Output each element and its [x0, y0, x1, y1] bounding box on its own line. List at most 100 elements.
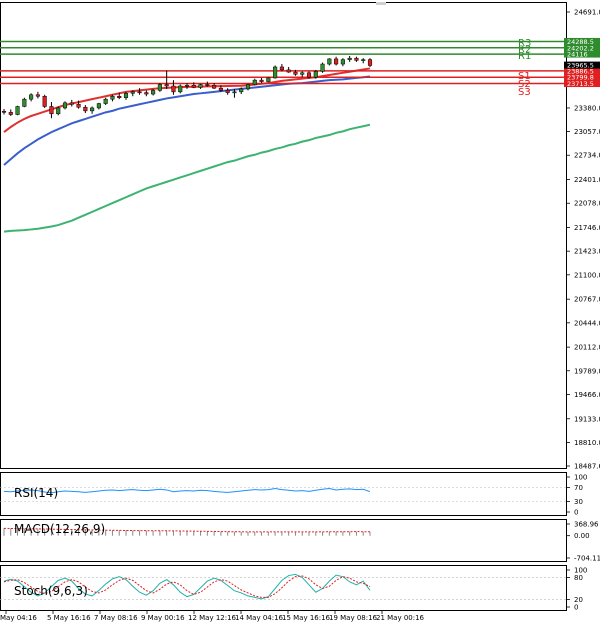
stoch-y-tick-label: 100 [574, 567, 587, 575]
candle-body [293, 71, 298, 75]
candle-body [110, 95, 115, 100]
y-tick-label: 22401.0 [574, 176, 600, 184]
support-price-box [564, 80, 600, 88]
current-price-box [564, 61, 600, 69]
rsi-y-tick-label: 100 [574, 474, 587, 482]
candle-body [22, 98, 27, 107]
candle-body [103, 98, 108, 104]
candle-body [273, 66, 278, 79]
x-tick-label: 14 May 04:16 [235, 614, 284, 622]
pane-border-0 [0, 2, 567, 469]
candle-body [15, 106, 20, 115]
candle-body [361, 59, 366, 61]
candle-body [96, 103, 101, 109]
support-label-S3: S3 [518, 87, 531, 98]
stoch-y-tick-label: 0 [574, 604, 578, 612]
resistance-price-label: 24116 [567, 51, 588, 59]
y-tick-label: 19133.0 [574, 415, 600, 423]
candle-body [29, 94, 34, 100]
resistance-label-R3: R3 [518, 38, 531, 49]
candle-body [62, 102, 68, 109]
stoch-d-line [3, 575, 371, 598]
candle-body [279, 66, 284, 71]
candle-body [191, 85, 196, 88]
candle-body [171, 85, 176, 93]
current-price-label: 23965.5 [567, 62, 594, 70]
candle-body [90, 107, 95, 112]
support-label-S2: S2 [518, 79, 531, 90]
y-tick-label: 18487.65 [574, 463, 600, 471]
support-price-box [564, 73, 600, 81]
candle-body [313, 71, 318, 78]
support-price-box [564, 67, 600, 75]
candle-body [239, 88, 244, 93]
top-scroll-marker [376, 2, 386, 5]
stoch-k-line [3, 573, 371, 600]
candle-body [306, 72, 312, 78]
macd-label: MACD(12,26,9) [14, 522, 105, 536]
y-tick-label: 19789.0 [574, 367, 600, 375]
y-tick-label: 18810.0 [574, 439, 600, 447]
stoch-y-tick-label: 20 [574, 596, 583, 604]
resistance-price-box [564, 44, 600, 52]
candle-body [232, 91, 237, 94]
candle-body [8, 112, 13, 115]
candle-body [340, 59, 345, 65]
y-tick-label: 23057.0 [574, 128, 600, 136]
candle-body [225, 90, 230, 93]
resistance-price-box [564, 37, 600, 45]
stoch-label: Stoch(9,6,3) [14, 584, 88, 598]
candle-body [286, 69, 291, 73]
candle-body [198, 84, 203, 88]
candle-body [144, 92, 149, 95]
y-tick-label: 20767.0 [574, 296, 600, 304]
candle-body [347, 57, 352, 60]
candle-body [76, 104, 81, 108]
pane-border-3 [0, 565, 567, 611]
pane-border-2 [0, 519, 567, 562]
candle-body [35, 94, 40, 97]
candle-body [252, 79, 257, 85]
support-price-label: 23886.5 [567, 67, 594, 75]
y-tick-label: 23380.0 [574, 104, 600, 112]
candle-body [178, 85, 183, 93]
y-tick-label: 19466.0 [574, 391, 600, 399]
x-tick-label: May 04:16 [0, 614, 37, 622]
y-tick-label: 22078.0 [574, 200, 600, 208]
rsi-label: RSI(14) [14, 486, 58, 500]
y-tick-label: 22734.0 [574, 152, 600, 160]
candle-body [137, 91, 142, 94]
macd-y-tick-label: 368.96 [574, 521, 599, 529]
stoch-y-tick-label: 80 [574, 574, 583, 582]
pane-border-1 [0, 472, 567, 516]
candle-body [69, 102, 74, 105]
candle-body [42, 95, 47, 107]
resistance-label-R1: R1 [518, 51, 531, 62]
rsi-y-tick-label: 30 [574, 498, 583, 506]
support-price-label: 23799.8 [567, 74, 594, 82]
x-tick-label: 12 May 12:16 [188, 614, 237, 622]
y-tick-label: 20112.0 [574, 344, 600, 352]
rsi-y-tick-label: 0 [574, 509, 578, 517]
x-tick-label: 21 May 00:16 [376, 614, 425, 622]
resistance-label-R2: R2 [518, 45, 531, 56]
rsi-y-tick-label: 70 [574, 484, 583, 492]
candle-body [117, 95, 122, 98]
support-label-S1: S1 [518, 71, 531, 82]
candle-body [49, 106, 54, 115]
ma-slow-line [3, 123, 371, 233]
candle-body [123, 93, 129, 98]
candle-body [157, 84, 162, 91]
x-tick-label: 7 May 08:16 [94, 614, 138, 622]
x-tick-label: 9 May 00:16 [141, 614, 185, 622]
rsi-line [3, 488, 371, 494]
support-price-label: 23713.5 [567, 80, 594, 88]
candle-body [130, 91, 135, 94]
candle-body [83, 106, 88, 112]
candle-body [334, 58, 339, 65]
y-tick-label: 21100.0 [574, 271, 600, 279]
ma-mid-line [3, 75, 371, 166]
candle-body [354, 57, 359, 61]
candle-body [266, 77, 271, 82]
